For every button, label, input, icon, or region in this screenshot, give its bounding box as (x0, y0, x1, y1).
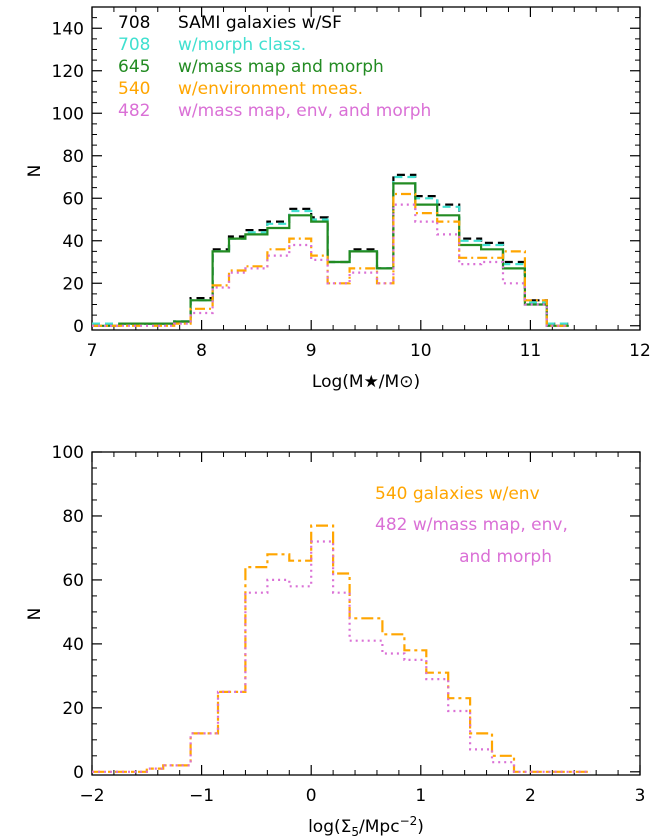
y-tick-label: 0 (73, 317, 84, 337)
legend-label: w/mass map, env, and morph (178, 101, 431, 121)
legend-line: and morph (459, 547, 552, 567)
bottom-legend: 540 galaxies w/env 482 w/mass map, env, an… (375, 484, 568, 567)
y-tick-label: 140 (52, 19, 84, 39)
series-line (92, 182, 569, 327)
x-tick-label: 9 (306, 341, 317, 361)
legend-label: w/environment meas. (178, 79, 363, 99)
y-tick-label: 80 (62, 147, 84, 167)
y-tick-label: 100 (52, 104, 84, 124)
y-tick-label: 60 (62, 189, 84, 209)
x-tick-label: 10 (410, 341, 432, 361)
legend-line: 540 galaxies w/env (375, 484, 540, 504)
xlabel-part1: log(Σ (308, 817, 351, 837)
y-tick-label: 40 (62, 635, 84, 655)
legend-label: w/mass map and morph (178, 57, 384, 77)
legend-count: 708 (118, 35, 150, 55)
x-tick-label: 7 (87, 341, 98, 361)
series-line (92, 192, 569, 327)
density-histogram: −2 −1 0 1 2 3 0 20 40 60 80 100 540 galaxies w/env 4… (25, 443, 645, 837)
y-tick-label: 80 (62, 507, 84, 527)
x-tick-label: 11 (520, 341, 542, 361)
xlabel-sub: 5 (351, 825, 359, 837)
legend-count: 708 (118, 13, 150, 33)
top-legend: 708 SAMI galaxies w/SF 708 w/morph class. 64… (118, 13, 431, 121)
bottom-y-axis-label: N (25, 608, 45, 621)
top-plot-frame (91, 6, 641, 331)
top-y-axis-label: N (25, 165, 45, 178)
xlabel-sup: −2 (400, 814, 418, 828)
legend-count: 540 (118, 79, 150, 99)
x-tick-label: −1 (189, 786, 214, 806)
x-tick-label: 0 (306, 786, 317, 806)
bottom-axis-ticks: −2 −1 0 1 2 3 0 20 40 60 80 100 (52, 443, 646, 806)
legend-line: 482 w/mass map, env, (375, 515, 568, 535)
bottom-x-axis-label: log(Σ5/Mpc−2) (308, 814, 424, 837)
series-line (92, 203, 569, 327)
legend-count: 645 (118, 57, 150, 77)
y-tick-label: 40 (62, 232, 84, 252)
x-tick-label: 8 (196, 341, 207, 361)
y-tick-label: 120 (52, 62, 84, 82)
top-series-group (92, 173, 569, 327)
x-tick-label: −2 (79, 786, 104, 806)
series-line (92, 540, 591, 773)
x-tick-label: 3 (635, 786, 646, 806)
legend-label: w/morph class. (178, 35, 306, 55)
x-tick-label: 12 (629, 341, 651, 361)
y-tick-label: 0 (73, 763, 84, 783)
y-tick-label: 60 (62, 571, 84, 591)
xlabel-part2: /Mpc (359, 817, 400, 837)
x-tick-label: 2 (525, 786, 536, 806)
xlabel-close: ) (417, 817, 424, 837)
y-tick-label: 100 (52, 443, 84, 463)
bottom-series-group (92, 524, 591, 773)
top-x-axis-label: Log(M★/M⊙) (312, 372, 420, 392)
legend-label: SAMI galaxies w/SF (178, 13, 342, 33)
legend-count: 482 (118, 101, 150, 121)
x-tick-label: 1 (415, 786, 426, 806)
y-tick-label: 20 (62, 699, 84, 719)
bottom-plot-frame (91, 451, 641, 776)
y-tick-label: 20 (62, 274, 84, 294)
